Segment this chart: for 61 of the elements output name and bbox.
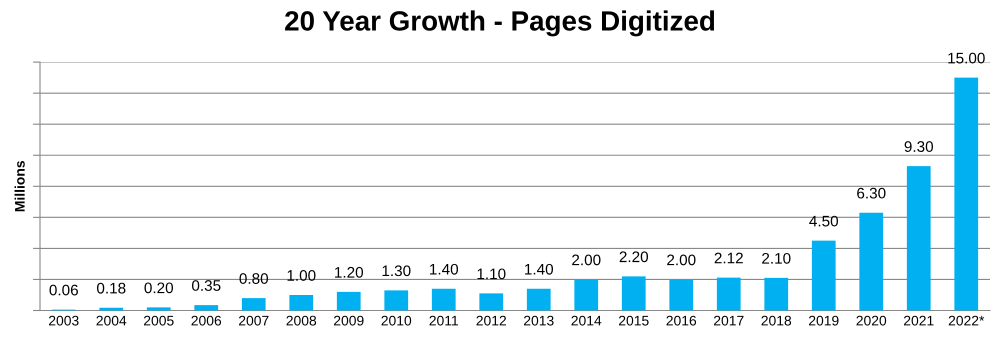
data-label: 0.06 [49, 284, 78, 296]
bar [384, 290, 408, 310]
bar [574, 279, 598, 310]
data-label: 9.30 [904, 141, 934, 152]
data-label: 2.00 [572, 254, 601, 266]
x-tick-label: 2022* [948, 316, 984, 326]
data-label: 0.35 [192, 280, 220, 291]
data-label: 2.10 [762, 252, 791, 264]
bar [622, 276, 646, 310]
x-tick-label: 2007 [239, 316, 269, 326]
data-label: 1.20 [335, 266, 364, 278]
bar [716, 278, 741, 310]
x-tick-label: 2006 [192, 316, 222, 326]
data-label: 0.20 [144, 282, 174, 294]
x-tick-label: 2016 [666, 316, 696, 326]
bar [954, 78, 978, 310]
x-tick-label: 2011 [430, 316, 458, 326]
x-tick-label: 2013 [524, 316, 554, 326]
data-label: 4.50 [809, 216, 838, 227]
data-label: 1.00 [288, 270, 316, 281]
bar [479, 293, 504, 310]
x-tick-label: 2003 [49, 316, 79, 326]
data-label: 2.00 [667, 254, 696, 266]
bar [194, 305, 218, 310]
bar [242, 298, 266, 310]
x-tick-label: 2018 [762, 316, 792, 326]
x-tick-label: 2012 [476, 316, 506, 326]
data-label: 2.20 [620, 251, 648, 262]
x-tick-label: 2017 [714, 316, 744, 326]
x-tick-label: 2020 [856, 316, 886, 326]
data-label: 2.12 [714, 252, 743, 264]
data-label: 1.40 [430, 264, 458, 275]
bar [812, 240, 836, 310]
bar [669, 279, 694, 310]
bar [99, 308, 124, 310]
x-tick-label: 2004 [96, 316, 126, 326]
chart-title: 20 Year Growth - Pages Digitized [285, 10, 714, 36]
data-label: 1.10 [478, 268, 506, 280]
bar [289, 294, 314, 310]
data-label: 1.30 [382, 265, 411, 276]
x-tick-label: 2008 [286, 316, 316, 326]
data-label: 15.00 [948, 52, 985, 64]
bar [859, 212, 884, 310]
x-tick-label: 2010 [382, 316, 412, 326]
bar [906, 166, 931, 310]
data-label: 1.40 [525, 264, 554, 275]
data-label: 0.80 [239, 273, 268, 284]
bar [432, 288, 456, 310]
bar [336, 292, 361, 310]
x-tick-label: 2009 [334, 316, 364, 326]
x-tick-label: 2015 [619, 316, 649, 326]
data-label: 0.18 [96, 282, 126, 294]
x-tick-label: 2014 [572, 316, 602, 326]
y-axis-title: Millions [14, 161, 25, 212]
bar [146, 307, 171, 310]
data-label: 6.30 [857, 188, 886, 199]
x-tick-label: 2005 [144, 316, 174, 326]
x-tick-label: 2019 [809, 316, 839, 326]
bar [764, 278, 788, 310]
x-tick-label: 2021 [904, 316, 934, 326]
bar [526, 288, 551, 310]
